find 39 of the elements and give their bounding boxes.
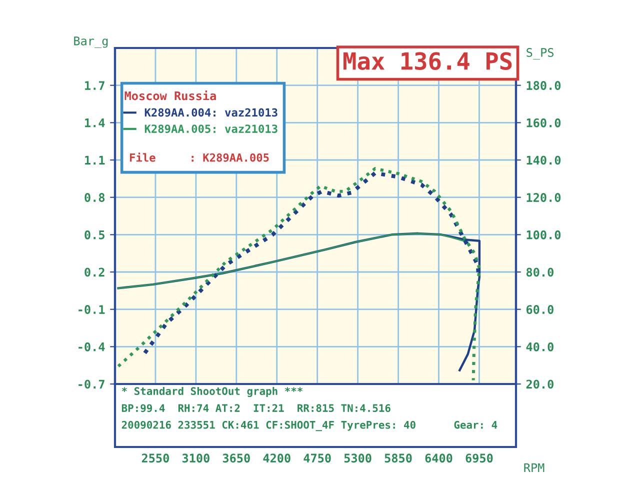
y-axis-title: Bar_g xyxy=(74,36,108,48)
y-tick-label: 1.1 xyxy=(85,156,105,164)
y-tick-label: 0.5 xyxy=(84,230,104,240)
x-tick-label: 5850 xyxy=(384,454,412,463)
y-tick-label: 0.2 xyxy=(84,268,104,277)
text: 20090216 233551 CK:461 CF:SHOOT_4F TyrePres: 40 Gear: 4 xyxy=(122,420,498,432)
y2-tick-label: 140.0 xyxy=(526,156,561,165)
x-tick-label: 5300 xyxy=(344,454,372,463)
y2-tick-label: 100.0 xyxy=(526,230,561,240)
x-tick-label: 6400 xyxy=(425,454,452,463)
y2-tick-label: 60.0 xyxy=(526,305,554,314)
legend-label: K289AA.004: vaz21013 xyxy=(144,108,278,117)
x-tick-label: 4200 xyxy=(263,454,290,463)
line-series xyxy=(116,167,481,382)
annotation: Max 136.4 PS xyxy=(343,52,512,70)
x-tick-label: 6950 xyxy=(466,454,493,463)
x-tick-label: 2550 xyxy=(142,454,169,463)
y2-tick-label: 180.0 xyxy=(526,81,561,90)
x-tick-label: 3650 xyxy=(222,454,250,463)
y2-tick-label: 160.0 xyxy=(526,118,561,128)
y-tick-label: -0.7 xyxy=(78,380,104,389)
y-tick-label: 1.4 xyxy=(85,118,105,128)
y-tick-label: -0.1 xyxy=(78,305,105,314)
text: BP:99.4 RH:74 AT:2 IT:21 RR:815 TN:4.516 xyxy=(122,404,390,412)
y2-tick-label: 40.0 xyxy=(526,342,554,352)
y2-tick-label: 120.0 xyxy=(526,193,561,202)
x-tick-label: 3100 xyxy=(182,454,210,463)
y2-axis-title: S_PS xyxy=(526,48,554,60)
annotation: File : K289AA.005 xyxy=(130,152,269,162)
text: * Standard ShootOut graph *** xyxy=(122,386,303,398)
legend-title: Moscow Russia xyxy=(124,90,216,100)
x-tick-label: 4750 xyxy=(304,454,331,463)
y2-tick-label: 80.0 xyxy=(526,268,554,277)
y-tick-label: 0.8 xyxy=(84,193,105,202)
x-axis-title: RPM xyxy=(524,463,544,472)
legend-label: K289AA.005: vaz21013 xyxy=(144,124,278,134)
y-tick-label: 1.7 xyxy=(85,81,104,90)
y-tick-label: -0.4 xyxy=(78,342,105,352)
y2-tick-label: 20.0 xyxy=(526,380,554,389)
